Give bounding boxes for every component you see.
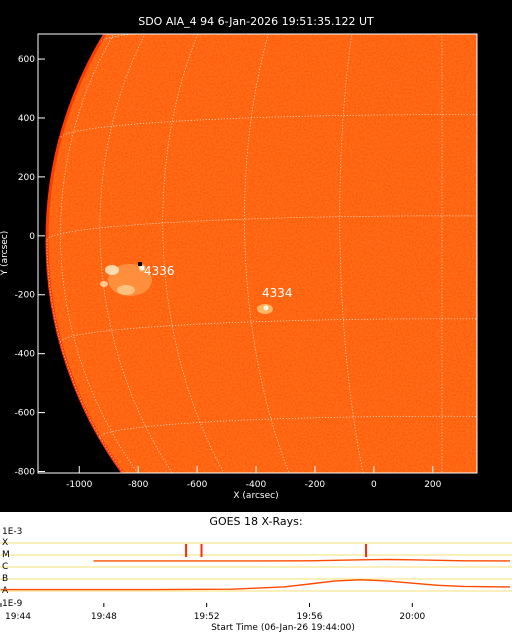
grid-longitude-line (60, 34, 139, 473)
image-x-tick-label: 200 (424, 480, 441, 490)
image-y-tick-label: -800 (15, 468, 36, 478)
goes-event-markers (185, 544, 368, 557)
goes-y-label: 1E-9 (2, 599, 23, 609)
image-x-axis: -1000 -800 -600 -400 -200 0 200 (66, 466, 442, 490)
goes-y-label: M (2, 550, 10, 560)
image-y-tick-label: -600 (15, 409, 36, 419)
image-y-tick-label: 400 (18, 114, 35, 124)
image-y-tick-label: 200 (18, 173, 35, 183)
active-region-4334-brightening (257, 304, 273, 314)
goes-y-label: X (2, 538, 8, 548)
solar-disk-texture (47, 34, 477, 473)
goes-series-line-2 (1, 579, 511, 591)
goes-series-line-1 (93, 558, 511, 562)
image-x-tick-label: 0 (371, 480, 377, 490)
image-y-tick-label: 600 (18, 55, 35, 65)
goes-y-label: 1E-3 (2, 527, 22, 537)
image-x-tick-label: -200 (305, 480, 326, 490)
goes-y-label: A (2, 586, 9, 596)
image-y-tick-label: 0 (29, 232, 35, 242)
grid-latitude-line (60, 114, 477, 138)
goes-y-label: B (2, 574, 8, 584)
image-x-tick-label: -1000 (66, 480, 92, 490)
grid-longitude-line (46, 239, 124, 473)
region-label-4334: 4334 (262, 286, 293, 300)
goes-x-tick-label: 19:52 (194, 612, 220, 622)
grid-longitude-line (244, 34, 290, 473)
image-y-axis: 600 400 200 0 -200 -400 -600 -800 (15, 55, 45, 478)
goes-x-tick-label: 19:44 (5, 612, 31, 622)
image-y-tick-label: -200 (15, 291, 36, 301)
grid-latitude-line (99, 415, 477, 438)
goes-background (0, 512, 512, 640)
image-frame (37, 33, 478, 474)
solar-image-title: SDO AIA_4 94 6-Jan-2026 19:51:35.122 UT (138, 15, 374, 28)
heliographic-grid (46, 34, 477, 473)
goes-title: GOES 18 X-Rays: (209, 515, 302, 528)
grid-longitude-line (162, 34, 225, 473)
goes-y-label: C (2, 562, 8, 572)
goes-x-tick-label: 19:56 (297, 612, 323, 622)
goes-x-tick-label: 19:48 (91, 612, 117, 622)
goes-x-axis: 19:44 19:48 19:52 19:56 20:00 (0, 603, 426, 622)
goes-x-tick-label: 20:00 (399, 612, 425, 622)
grid-longitude-line (339, 34, 364, 473)
goes-x-axis-label: Start Time (06-Jan-26 19:44:00) (211, 623, 355, 633)
goes-curves (1, 558, 511, 591)
active-region-4336-brightening (100, 262, 152, 296)
image-y-tick-label: -400 (15, 350, 36, 360)
image-y-axis-label: Y (arcsec) (0, 231, 10, 277)
image-x-tick-label: -800 (128, 480, 149, 490)
image-x-tick-label: -600 (187, 480, 208, 490)
goes-class-bands (0, 542, 512, 592)
image-x-axis-label: X (arcsec) (233, 491, 278, 501)
image-x-tick-label: -400 (246, 480, 267, 490)
region-label-4336: 4336 (144, 264, 175, 278)
grid-longitude-line (99, 34, 173, 473)
